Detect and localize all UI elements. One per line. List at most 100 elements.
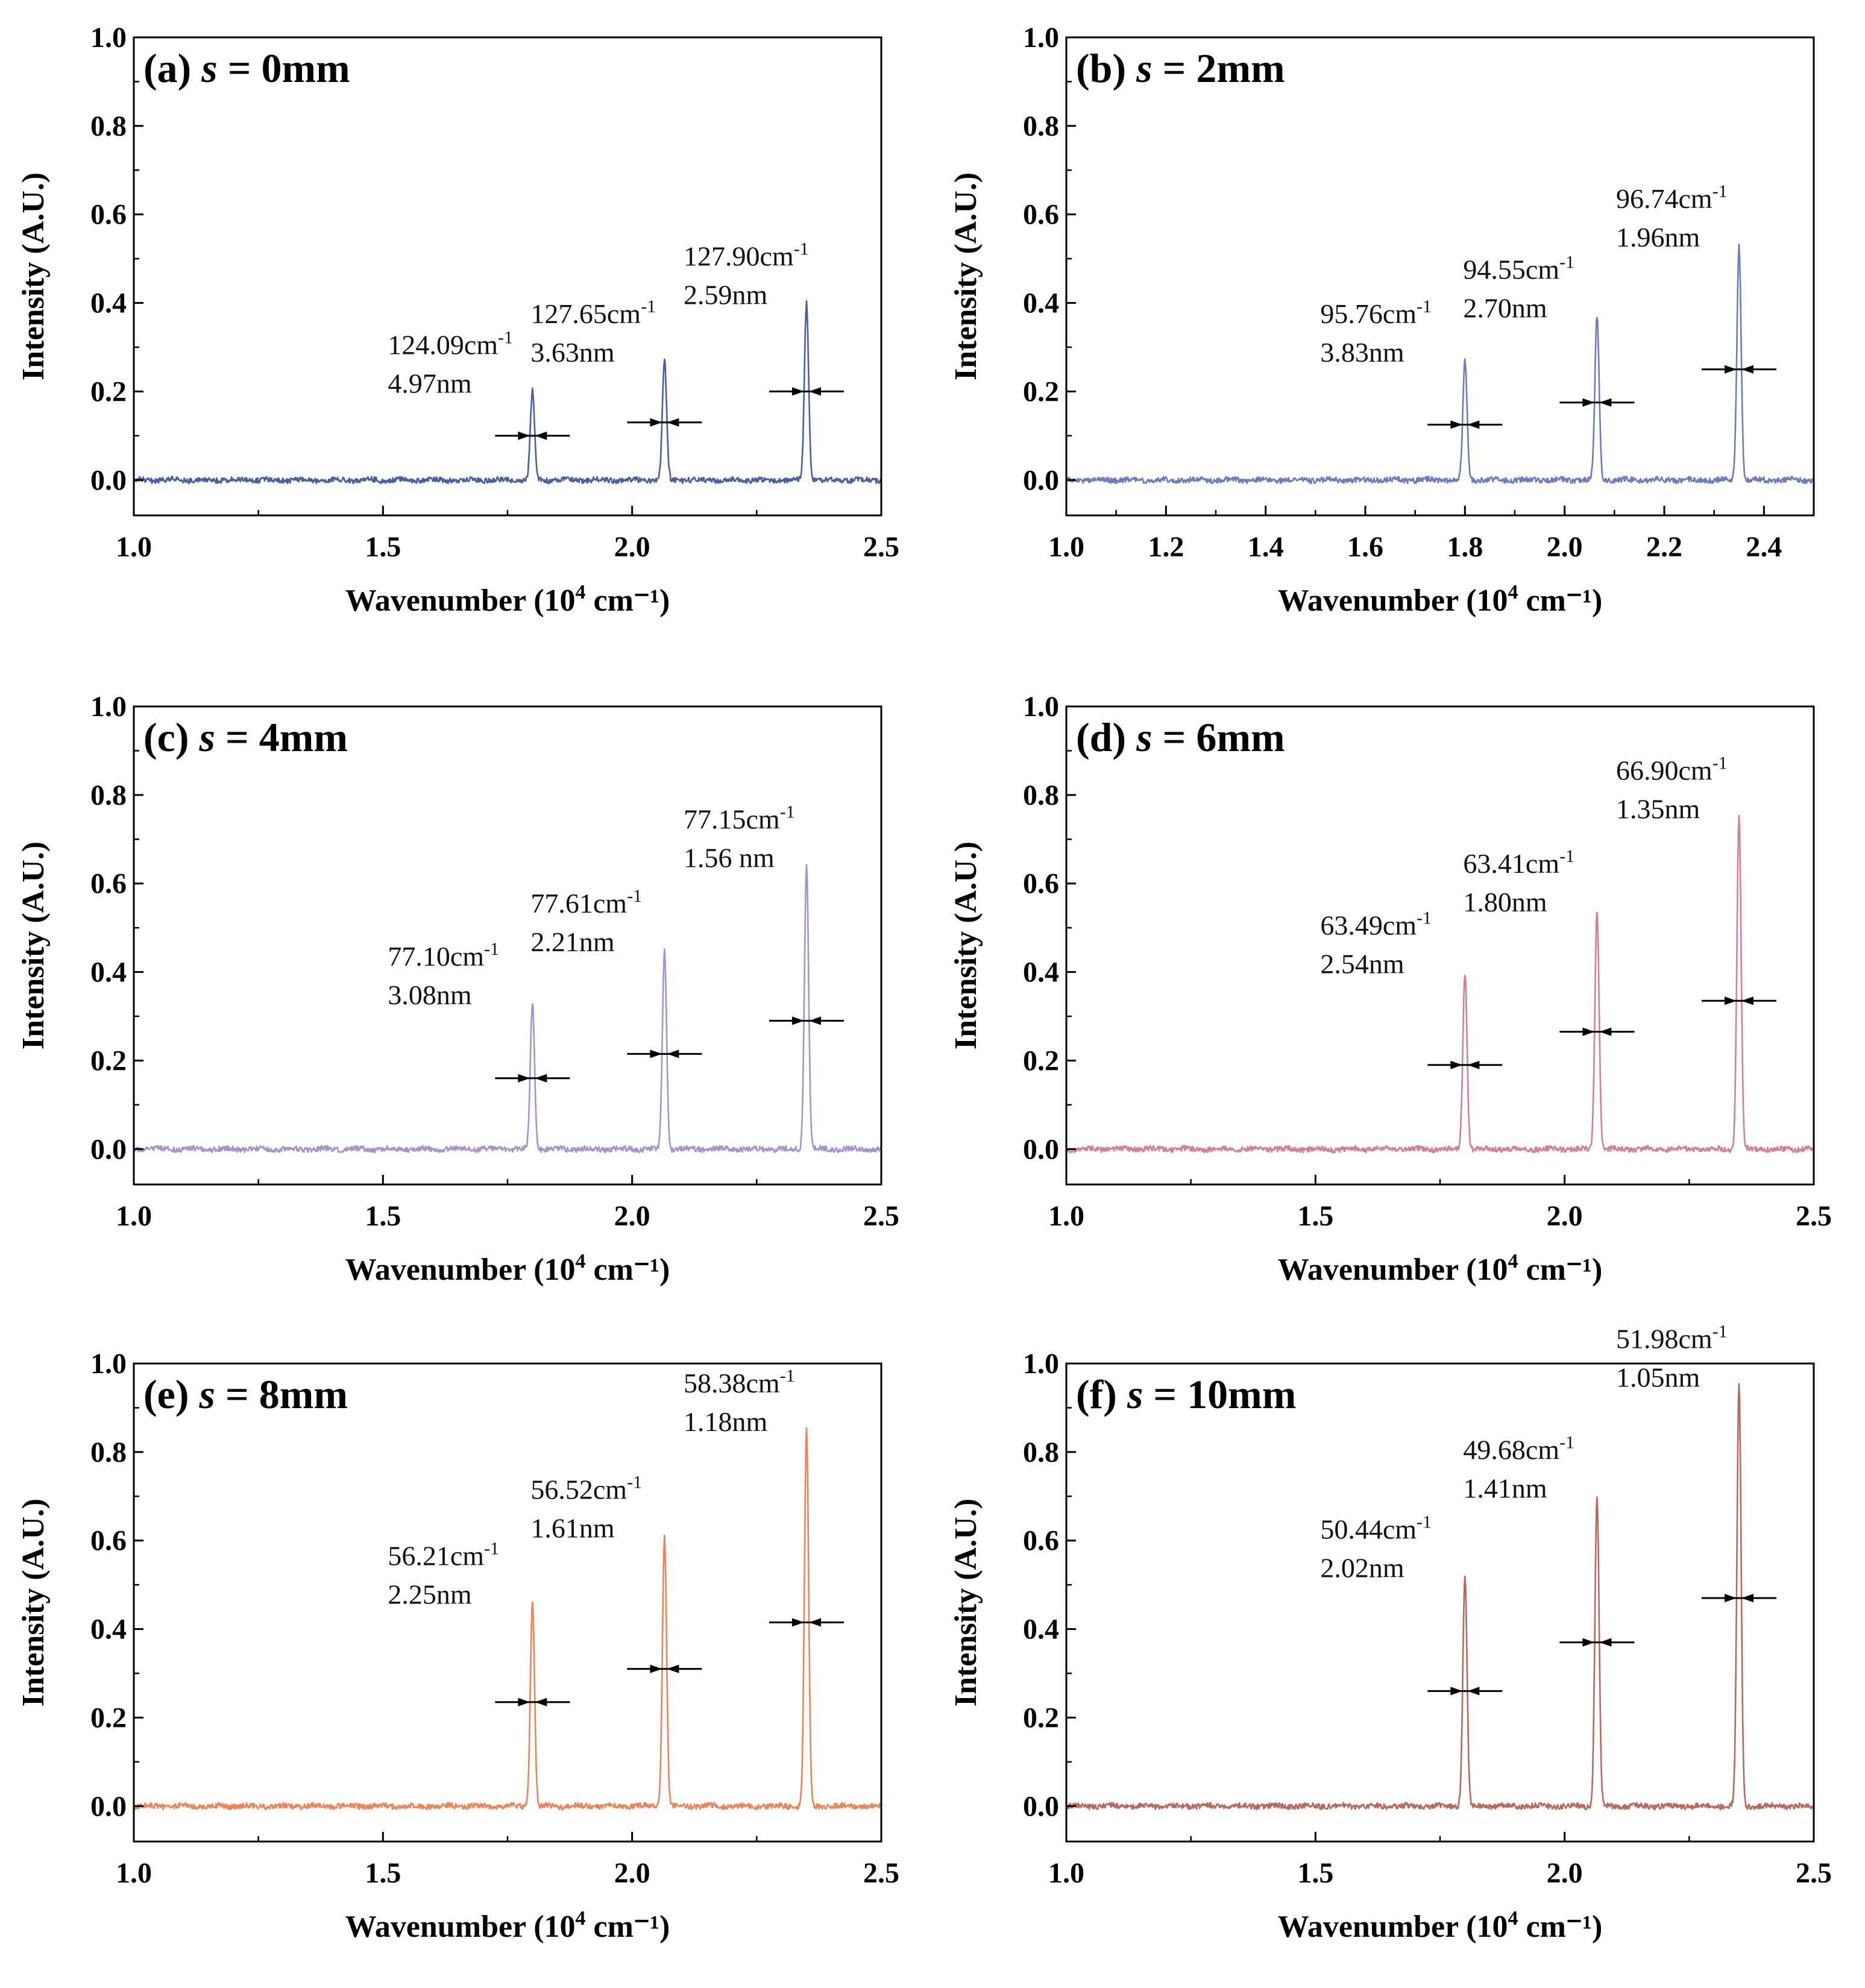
- arrow-right-icon: [792, 1016, 804, 1025]
- x-tick-label: 1.0: [116, 1857, 152, 1889]
- chart-panel-2: 0.0 0.2 0.4 0.6 0.8 1.0 1.0 1.2 1.4 1.6 1.8 2.0 2.2 2…: [932, 0, 1865, 662]
- y-tick-label: 0.8: [90, 110, 127, 142]
- arrow-right-icon: [1582, 1027, 1595, 1036]
- peak-fwhm-label: 2.59nm: [684, 280, 768, 310]
- peak-wavenumber-label: 50.44cm-1: [1320, 1512, 1432, 1544]
- peak-wavenumber-label: 66.90cm-1: [1616, 753, 1728, 786]
- arrow-left-icon: [1467, 1060, 1480, 1069]
- y-tick-label: 0.2: [1023, 1702, 1059, 1734]
- arrow-right-icon: [792, 387, 804, 396]
- arrow-right-icon: [518, 431, 530, 440]
- y-tick-label: 0.6: [1023, 1525, 1059, 1557]
- y-tick-label: 0.2: [90, 1045, 127, 1077]
- y-axis-title: Intensity (A.U.): [16, 172, 51, 380]
- x-tick-label: 2.0: [614, 531, 650, 563]
- x-tick-label: 1.2: [1148, 531, 1184, 563]
- fwhm-marker: [1427, 1060, 1503, 1069]
- arrow-right-icon: [1725, 1594, 1737, 1603]
- panel-title: (c) s = 4mm: [143, 714, 348, 760]
- plot-frame: [1065, 36, 1815, 517]
- chart-panel-3: 0.0 0.2 0.4 0.6 0.8 1.0 1.0 1.5 2.0 2.5 Wavenumber…: [0, 669, 932, 1331]
- peak-wavenumber-label: 63.49cm-1: [1320, 908, 1432, 941]
- arrow-right-icon: [1450, 420, 1463, 429]
- peak-fwhm-label: 1.56 nm: [684, 842, 775, 873]
- peak-fwhm-label: 2.54nm: [1320, 949, 1404, 980]
- panel-title: (a) s = 0mm: [143, 45, 350, 91]
- arrow-left-icon: [809, 387, 821, 396]
- peak-fwhm-label: 3.08nm: [388, 980, 472, 1010]
- y-tick-label: 0.2: [1023, 1045, 1059, 1077]
- arrow-left-icon: [1599, 1638, 1612, 1647]
- y-tick-label: 0.8: [1023, 110, 1059, 142]
- arrow-right-icon: [650, 1049, 662, 1058]
- peak-fwhm-label: 2.21nm: [530, 926, 615, 957]
- y-tick-label: 0.6: [1023, 868, 1059, 900]
- arrow-left-icon: [667, 1664, 679, 1673]
- y-tick-label: 1.0: [1023, 22, 1059, 54]
- y-axis-title: Intensity (A.U.): [16, 1499, 51, 1706]
- peak-fwhm-label: 2.70nm: [1463, 293, 1547, 324]
- y-tick-label: 0.0: [1023, 1133, 1059, 1165]
- chart-panel-4: 0.0 0.2 0.4 0.6 0.8 1.0 1.0 1.5 2.0 2.5 Wavenumber…: [932, 669, 1865, 1331]
- fwhm-marker: [627, 418, 702, 427]
- peak-wavenumber-label: 127.65cm-1: [530, 297, 656, 329]
- x-axis-title: Wavenumber (104 cm⁻¹): [1278, 1907, 1603, 1944]
- y-tick-label: 0.8: [1023, 779, 1059, 811]
- fwhm-marker: [627, 1049, 702, 1058]
- arrow-right-icon: [1450, 1060, 1463, 1069]
- x-tick-label: 2.2: [1646, 531, 1682, 563]
- plot-frame: [133, 705, 882, 1186]
- x-tick-label: 1.5: [365, 531, 401, 563]
- arrow-left-icon: [1467, 420, 1480, 429]
- chart-svg: 0.0 0.2 0.4 0.6 0.8 1.0 1.0 1.5 2.0 2.5 Wavenumber…: [16, 1348, 899, 1944]
- peak-fwhm-label: 1.18nm: [684, 1406, 768, 1437]
- fwhm-marker: [1702, 1594, 1776, 1603]
- y-tick-label: 0.4: [1023, 957, 1059, 989]
- arrow-left-icon: [809, 1618, 821, 1627]
- y-tick-label: 0.8: [90, 1436, 127, 1468]
- x-tick-label: 2.5: [1796, 1200, 1832, 1232]
- arrow-right-icon: [1725, 996, 1737, 1005]
- fwhm-marker: [1559, 398, 1635, 407]
- y-tick-label: 0.2: [90, 376, 127, 407]
- x-tick-label: 2.5: [1796, 1857, 1832, 1889]
- arrow-left-icon: [809, 1016, 821, 1025]
- y-tick-label: 0.0: [1023, 464, 1059, 496]
- fwhm-marker: [495, 431, 570, 440]
- y-axis-title: Intensity (A.U.): [949, 1499, 983, 1706]
- y-axis-title: Intensity (A.U.): [16, 841, 51, 1049]
- arrow-left-icon: [535, 1074, 547, 1083]
- peak-wavenumber-label: 56.21cm-1: [388, 1539, 499, 1571]
- y-tick-label: 0.0: [90, 1790, 127, 1822]
- x-tick-label: 2.0: [1547, 531, 1583, 563]
- chart-svg: 0.0 0.2 0.4 0.6 0.8 1.0 1.0 1.5 2.0 2.5 Wavenumber…: [949, 691, 1832, 1287]
- arrow-left-icon: [535, 431, 547, 440]
- y-tick-label: 0.8: [1023, 1436, 1059, 1468]
- fwhm-marker: [495, 1697, 570, 1706]
- chart-panel-1: 0.0 0.2 0.4 0.6 0.8 1.0 1.0 1.5 2.0 2.5 Wavenumber…: [0, 0, 932, 662]
- x-tick-label: 2.0: [614, 1857, 650, 1889]
- x-tick-label: 1.8: [1447, 531, 1483, 563]
- x-tick-label: 1.0: [1048, 531, 1084, 563]
- x-tick-label: 1.5: [1297, 1200, 1333, 1232]
- panel-title: (f) s = 10mm: [1076, 1371, 1296, 1417]
- x-tick-label: 1.0: [116, 1200, 152, 1232]
- x-tick-label: 1.5: [365, 1200, 401, 1232]
- spectrum-line: [133, 1427, 882, 1811]
- panel-title: (b) s = 2mm: [1076, 45, 1285, 91]
- peak-wavenumber-label: 58.38cm-1: [684, 1366, 795, 1398]
- x-axis-title: Wavenumber (104 cm⁻¹): [1278, 1250, 1603, 1287]
- peak-wavenumber-label: 124.09cm-1: [388, 327, 513, 360]
- x-tick-label: 2.0: [1547, 1857, 1583, 1889]
- arrow-left-icon: [667, 1049, 679, 1058]
- peak-fwhm-label: 1.05nm: [1616, 1362, 1700, 1393]
- x-tick-label: 2.5: [863, 1857, 899, 1889]
- y-tick-label: 0.4: [1023, 1614, 1059, 1646]
- x-tick-label: 2.5: [863, 1200, 899, 1232]
- peak-wavenumber-label: 56.52cm-1: [530, 1472, 642, 1505]
- chart-svg: 0.0 0.2 0.4 0.6 0.8 1.0 1.0 1.5 2.0 2.5 Wavenumber…: [949, 1322, 1832, 1944]
- arrow-left-icon: [1741, 996, 1753, 1005]
- plot-frame: [133, 1362, 882, 1843]
- x-tick-label: 2.0: [614, 1200, 650, 1232]
- x-tick-label: 2.0: [1547, 1200, 1583, 1232]
